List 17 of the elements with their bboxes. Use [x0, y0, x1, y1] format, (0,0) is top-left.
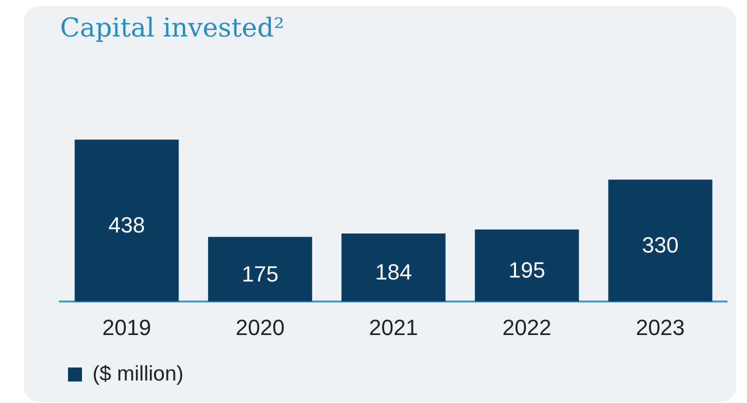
bar — [474, 229, 579, 302]
data-label: 438 — [108, 212, 146, 238]
x-tick-label: 2023 — [636, 314, 685, 340]
x-tick-label: 2019 — [102, 314, 152, 340]
bar — [341, 234, 446, 302]
bar — [74, 140, 179, 302]
x-tick-label: 2021 — [369, 314, 418, 340]
bar — [608, 180, 712, 302]
chart-title: Capital invested² — [60, 13, 284, 44]
legend-label: ($ million) — [92, 362, 184, 386]
x-tick-label: 2022 — [502, 314, 552, 340]
data-label: 195 — [508, 258, 546, 283]
x-tick-label: 2020 — [236, 314, 285, 340]
data-label: 330 — [642, 232, 679, 258]
data-label: 184 — [375, 260, 412, 285]
data-label: 175 — [242, 261, 278, 286]
bar — [208, 236, 312, 302]
